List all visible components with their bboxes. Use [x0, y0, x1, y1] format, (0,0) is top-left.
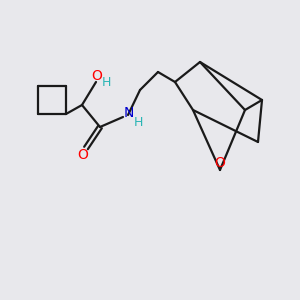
- Text: O: O: [78, 148, 88, 162]
- Text: O: O: [92, 69, 102, 83]
- Text: N: N: [124, 106, 134, 120]
- Text: O: O: [214, 156, 225, 170]
- Text: H: H: [133, 116, 143, 128]
- Text: H: H: [101, 76, 111, 88]
